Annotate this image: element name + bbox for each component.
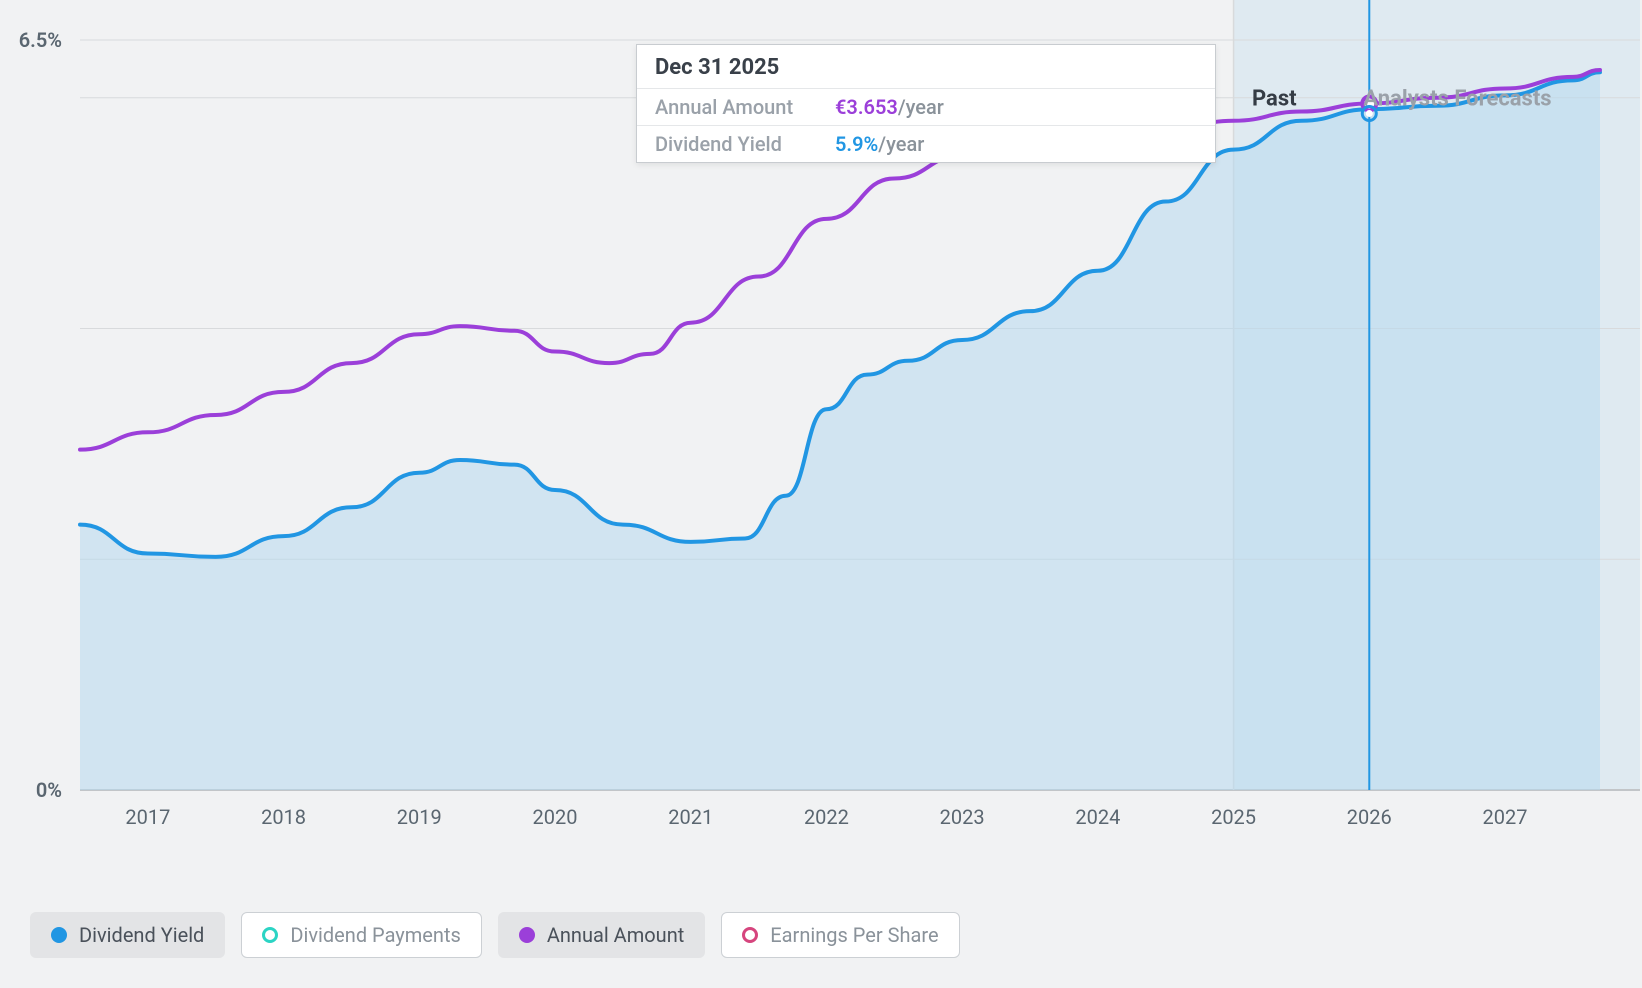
dot-icon bbox=[519, 927, 535, 943]
y-axis-label: 0% bbox=[36, 778, 62, 802]
chart-tooltip: Dec 31 2025 Annual Amount€3.653/yearDivi… bbox=[636, 44, 1216, 163]
x-axis-label: 2025 bbox=[1211, 805, 1256, 829]
chart-legend: Dividend Yield Dividend Payments Annual Am… bbox=[30, 912, 960, 958]
dividend-yield-area bbox=[80, 72, 1600, 790]
legend-item-annual-amount[interactable]: Annual Amount bbox=[498, 912, 705, 958]
x-axis-label: 2020 bbox=[533, 805, 578, 829]
legend-item-dividend-yield[interactable]: Dividend Yield bbox=[30, 912, 225, 958]
tooltip-row: Dividend Yield5.9%/year bbox=[637, 125, 1215, 162]
x-axis-label: 2027 bbox=[1483, 805, 1528, 829]
x-axis-label: 2018 bbox=[261, 805, 306, 829]
x-axis-label: 2019 bbox=[397, 805, 442, 829]
ring-icon bbox=[262, 927, 278, 943]
tooltip-unit: /year bbox=[878, 132, 924, 156]
tooltip-title: Dec 31 2025 bbox=[637, 45, 1215, 88]
dot-icon bbox=[51, 927, 67, 943]
x-axis-label: 2022 bbox=[804, 805, 849, 829]
ring-icon bbox=[742, 927, 758, 943]
legend-item-dividend-payments[interactable]: Dividend Payments bbox=[241, 912, 481, 958]
legend-label: Earnings Per Share bbox=[770, 923, 938, 947]
region-label-forecast: Analysts Forecasts bbox=[1363, 87, 1551, 112]
region-label-past: Past bbox=[1252, 87, 1297, 112]
x-axis-label: 2024 bbox=[1075, 805, 1120, 829]
tooltip-unit: /year bbox=[898, 95, 944, 119]
tooltip-row: Annual Amount€3.653/year bbox=[637, 88, 1215, 125]
x-axis-label: 2017 bbox=[125, 805, 170, 829]
x-axis-label: 2026 bbox=[1347, 805, 1392, 829]
tooltip-key: Dividend Yield bbox=[655, 132, 835, 156]
legend-label: Dividend Payments bbox=[290, 923, 460, 947]
x-axis-label: 2021 bbox=[668, 805, 713, 829]
y-axis-label: 6.5% bbox=[19, 28, 62, 52]
legend-label: Dividend Yield bbox=[79, 923, 204, 947]
tooltip-key: Annual Amount bbox=[655, 95, 835, 119]
tooltip-value: €3.653 bbox=[835, 95, 898, 119]
legend-item-earnings-per-share[interactable]: Earnings Per Share bbox=[721, 912, 959, 958]
x-axis-label: 2023 bbox=[940, 805, 985, 829]
tooltip-value: 5.9% bbox=[835, 132, 878, 156]
legend-label: Annual Amount bbox=[547, 923, 684, 947]
